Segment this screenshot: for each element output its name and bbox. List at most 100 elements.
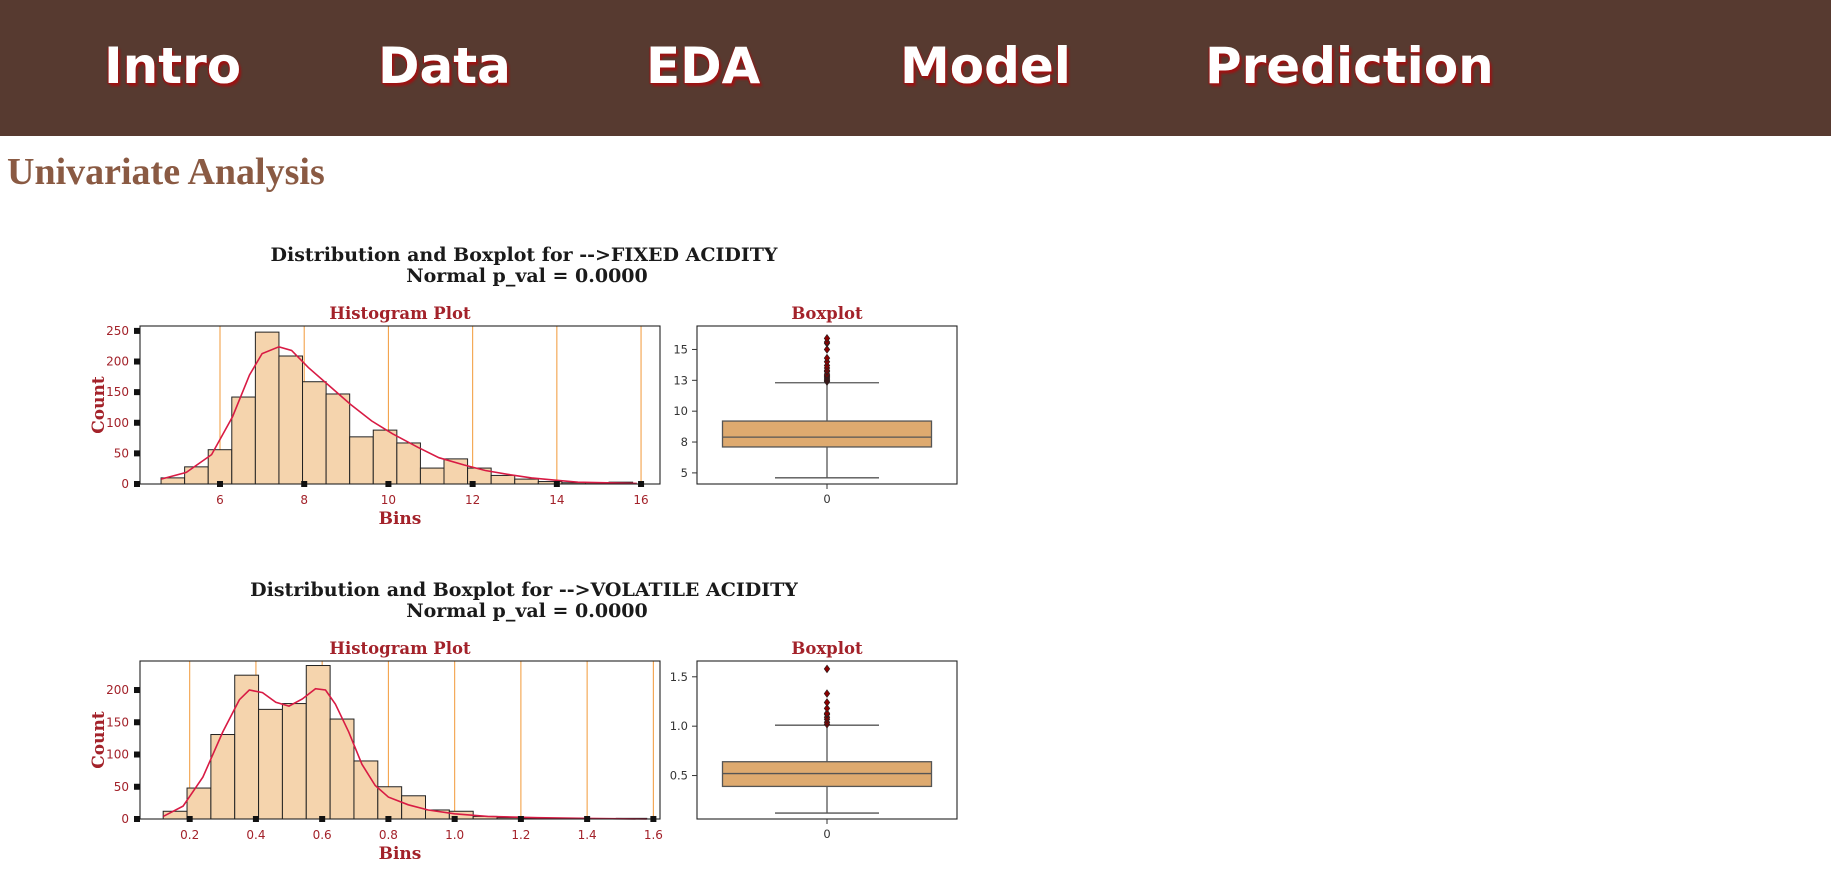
nav-prediction[interactable]: Prediction: [1205, 37, 1494, 95]
figure-title: Distribution and Boxplot for -->VOLATILE…: [250, 579, 798, 601]
y-tick-mark: [134, 687, 140, 694]
x-tick-mark: [517, 816, 524, 822]
box-y-tick-label: 15: [673, 342, 688, 356]
histogram-bar: [281, 703, 307, 820]
x-tick-label: 10: [381, 493, 396, 507]
outlier-point: [823, 664, 831, 674]
outlier-point: [823, 353, 831, 363]
x-tick-mark: [252, 816, 259, 822]
x-axis-label: Bins: [379, 844, 422, 864]
histogram-bar: [514, 478, 539, 485]
x-tick-label: 12: [465, 493, 480, 507]
section-title: Univariate Analysis: [7, 151, 325, 193]
y-tick-label: 50: [114, 780, 129, 794]
histogram-frame: [139, 660, 661, 820]
histogram-bar: [278, 355, 304, 485]
x-tick-label: 1.2: [511, 828, 530, 842]
y-tick-label: 0: [121, 477, 129, 491]
boxplot-title: Boxplot: [791, 304, 863, 323]
outlier-point: [823, 334, 831, 343]
x-tick-label: 0.6: [313, 828, 332, 842]
x-tick-mark: [186, 816, 193, 822]
histogram-frame: [139, 325, 661, 485]
fixed-acidity-figure: Distribution and Boxplot for -->FIXED AC…: [89, 244, 958, 529]
y-tick-label: 200: [106, 355, 129, 369]
x-tick-mark: [385, 481, 392, 487]
y-tick-mark: [134, 389, 140, 396]
histogram-bar: [396, 442, 421, 485]
nav-intro[interactable]: Intro: [104, 37, 242, 95]
x-tick-mark: [301, 481, 308, 487]
y-tick-label: 100: [106, 748, 129, 762]
box-y-tick-label: 0.5: [670, 769, 688, 783]
y-tick-mark: [134, 358, 140, 365]
y-tick-label: 100: [106, 416, 129, 430]
outlier-point: [823, 689, 831, 698]
box-x-tick-label: 0: [823, 492, 830, 506]
x-tick-mark: [469, 481, 476, 487]
y-tick-label: 150: [106, 385, 129, 399]
box-y-tick-label: 1.0: [670, 719, 688, 733]
histogram-bar: [349, 436, 374, 485]
volatile-acidity-figure: Distribution and Boxplot for -->VOLATILE…: [89, 579, 958, 864]
histogram-title: Histogram Plot: [329, 639, 471, 658]
outlier-point: [823, 345, 831, 354]
y-axis-label: Count: [89, 711, 109, 769]
histogram-bar: [490, 474, 516, 485]
nav-data[interactable]: Data: [378, 37, 511, 95]
y-tick-mark: [134, 751, 140, 758]
y-tick-label: 50: [114, 446, 129, 460]
x-tick-label: 1.4: [578, 828, 597, 842]
x-tick-mark: [553, 481, 560, 487]
x-tick-label: 14: [549, 493, 564, 507]
x-axis-label: Bins: [379, 509, 422, 529]
histogram-bar: [372, 429, 398, 485]
kde-line: [162, 687, 647, 820]
histogram-bar: [258, 708, 283, 820]
y-tick-label: 0: [121, 812, 129, 826]
x-tick-label: 0.8: [379, 828, 398, 842]
top-navbar: Intro Data EDA Model Prediction: [0, 0, 1831, 136]
histogram-bar: [401, 795, 427, 820]
outlier-point: [823, 704, 831, 713]
figure-subtitle: Normal p_val = 0.0000: [406, 600, 648, 622]
box-iqr: [721, 420, 933, 448]
x-tick-mark: [638, 481, 645, 487]
nav-eda[interactable]: EDA: [646, 37, 761, 95]
box-y-tick-label: 1.5: [670, 670, 688, 684]
histogram-bar: [254, 331, 280, 485]
box-y-tick-label: 8: [681, 435, 688, 449]
kde-line: [160, 345, 637, 485]
histogram-bar: [325, 393, 351, 485]
histogram-bar: [210, 734, 236, 820]
y-tick-mark: [134, 719, 140, 726]
histogram-bar: [419, 467, 445, 485]
nav-model[interactable]: Model: [900, 37, 1071, 95]
histogram-bar: [186, 787, 212, 820]
box-y-tick-label: 5: [681, 466, 688, 480]
boxplot-title: Boxplot: [791, 639, 863, 658]
x-tick-label: 0.2: [180, 828, 199, 842]
x-tick-mark: [584, 816, 591, 822]
x-tick-label: 16: [633, 493, 648, 507]
histogram-bar: [234, 674, 260, 820]
x-tick-label: 6: [216, 493, 224, 507]
x-tick-label: 1.6: [644, 828, 663, 842]
figure-subtitle: Normal p_val = 0.0000: [406, 265, 648, 287]
x-tick-mark: [217, 481, 223, 487]
y-tick-mark: [134, 419, 140, 426]
x-tick-mark: [451, 816, 458, 822]
histogram-bar: [184, 466, 209, 485]
x-tick-label: 0.4: [246, 828, 265, 842]
x-tick-label: 8: [300, 493, 308, 507]
y-tick-mark: [134, 450, 140, 457]
outlier-point: [823, 709, 831, 718]
histogram-title: Histogram Plot: [329, 304, 471, 323]
y-tick-label: 250: [106, 324, 129, 338]
y-tick-label: 150: [106, 715, 129, 729]
box-x-tick-label: 0: [823, 827, 830, 841]
histogram-bar: [302, 381, 327, 485]
x-tick-mark: [385, 816, 392, 822]
figure-title: Distribution and Boxplot for -->FIXED AC…: [271, 244, 778, 266]
y-axis-label: Count: [89, 376, 109, 434]
